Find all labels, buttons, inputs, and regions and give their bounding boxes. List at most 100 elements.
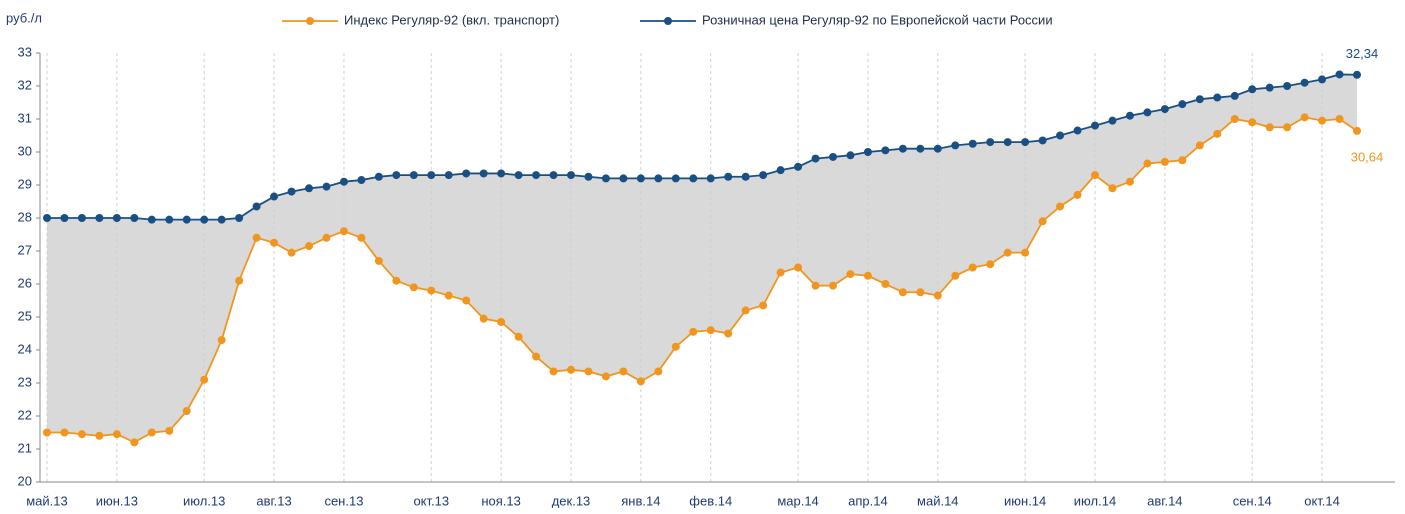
- x-tick-label: авг.13: [256, 493, 291, 508]
- data-point: [43, 214, 51, 222]
- data-point: [112, 214, 121, 222]
- x-tick-label: июл.14: [1074, 493, 1116, 508]
- data-point: [235, 276, 244, 285]
- data-point: [636, 377, 645, 386]
- data-point: [933, 144, 942, 153]
- x-tick-label: фев.14: [689, 493, 732, 508]
- data-point: [165, 215, 174, 224]
- data-point: [1213, 93, 1222, 102]
- y-tick-label: 20: [18, 473, 32, 488]
- data-point: [671, 174, 680, 183]
- data-point: [1021, 248, 1030, 257]
- data-point: [881, 146, 890, 155]
- data-point: [497, 169, 506, 178]
- data-point: [392, 276, 401, 285]
- data-point: [287, 187, 296, 196]
- data-point: [811, 281, 820, 290]
- x-tick-label: янв.14: [621, 493, 660, 508]
- data-point: [1038, 136, 1047, 145]
- data-point: [1178, 100, 1187, 109]
- data-point: [305, 184, 313, 193]
- y-tick-label: 33: [18, 44, 32, 59]
- data-point: [130, 438, 139, 447]
- legend-label: Индекс Регуляр-92 (вкл. транспорт): [344, 12, 559, 27]
- data-point: [462, 296, 471, 305]
- data-point: [863, 148, 872, 156]
- legend-label: Розничная цена Регуляр-92 по Европейской…: [702, 12, 1053, 27]
- data-point: [1195, 141, 1204, 150]
- data-point: [986, 260, 995, 269]
- data-point: [514, 332, 523, 341]
- data-point: [1213, 129, 1222, 138]
- data-point: [1125, 111, 1134, 120]
- data-point: [794, 162, 803, 171]
- legend-marker: [664, 17, 672, 25]
- data-point: [1091, 121, 1099, 130]
- data-point: [706, 326, 715, 335]
- y-tick-label: 25: [18, 308, 32, 323]
- data-point: [1056, 202, 1065, 211]
- x-tick-label: ноя.13: [481, 493, 521, 508]
- x-tick-label: июн.13: [96, 493, 138, 508]
- data-point: [846, 270, 855, 279]
- data-point: [567, 171, 575, 180]
- x-tick-label: июл.13: [183, 493, 225, 508]
- data-point: [444, 171, 453, 180]
- data-point: [60, 214, 69, 222]
- data-point: [532, 352, 541, 361]
- x-tick-label: июн.14: [1004, 493, 1046, 508]
- data-point: [933, 291, 942, 300]
- data-point: [1073, 190, 1082, 199]
- data-point: [601, 174, 610, 183]
- data-point: [549, 367, 558, 376]
- y-tick-label: 31: [18, 110, 32, 125]
- data-point: [846, 151, 855, 160]
- data-point: [130, 214, 139, 222]
- data-point: [514, 171, 523, 180]
- x-tick-label: май.13: [26, 493, 68, 508]
- data-point: [986, 138, 995, 147]
- data-point: [200, 375, 209, 384]
- data-point: [357, 233, 366, 242]
- data-point: [322, 233, 331, 242]
- data-point: [1108, 184, 1117, 193]
- data-point: [1353, 70, 1361, 79]
- data-point: [759, 301, 768, 310]
- data-point: [95, 431, 104, 440]
- data-point: [112, 430, 121, 439]
- data-point: [654, 174, 663, 183]
- data-point: [1143, 159, 1152, 168]
- data-point: [252, 233, 261, 242]
- data-point: [951, 271, 960, 280]
- data-point: [811, 154, 820, 163]
- data-point: [1038, 217, 1047, 226]
- data-point: [567, 365, 575, 374]
- data-point: [1230, 91, 1239, 100]
- data-point: [409, 171, 418, 180]
- data-point: [636, 174, 645, 183]
- data-point: [427, 171, 436, 180]
- legend-marker: [306, 17, 314, 25]
- data-point: [217, 336, 226, 345]
- data-point: [200, 215, 209, 224]
- data-point: [497, 317, 506, 326]
- data-point: [1283, 123, 1292, 132]
- data-point: [357, 176, 366, 185]
- data-point: [1300, 78, 1309, 87]
- data-point: [305, 242, 313, 251]
- data-point: [1335, 70, 1344, 79]
- data-point: [898, 288, 907, 297]
- data-point: [584, 367, 593, 376]
- data-point: [287, 248, 296, 257]
- data-point: [689, 327, 698, 336]
- data-point: [1056, 131, 1065, 140]
- data-point: [584, 172, 593, 181]
- data-point: [898, 144, 907, 153]
- y-tick-label: 29: [18, 176, 32, 191]
- data-point: [1230, 115, 1239, 123]
- data-point: [147, 215, 156, 224]
- data-point: [217, 215, 226, 224]
- data-point: [881, 280, 890, 288]
- x-tick-label: сен.14: [1233, 493, 1272, 508]
- data-point: [182, 407, 191, 416]
